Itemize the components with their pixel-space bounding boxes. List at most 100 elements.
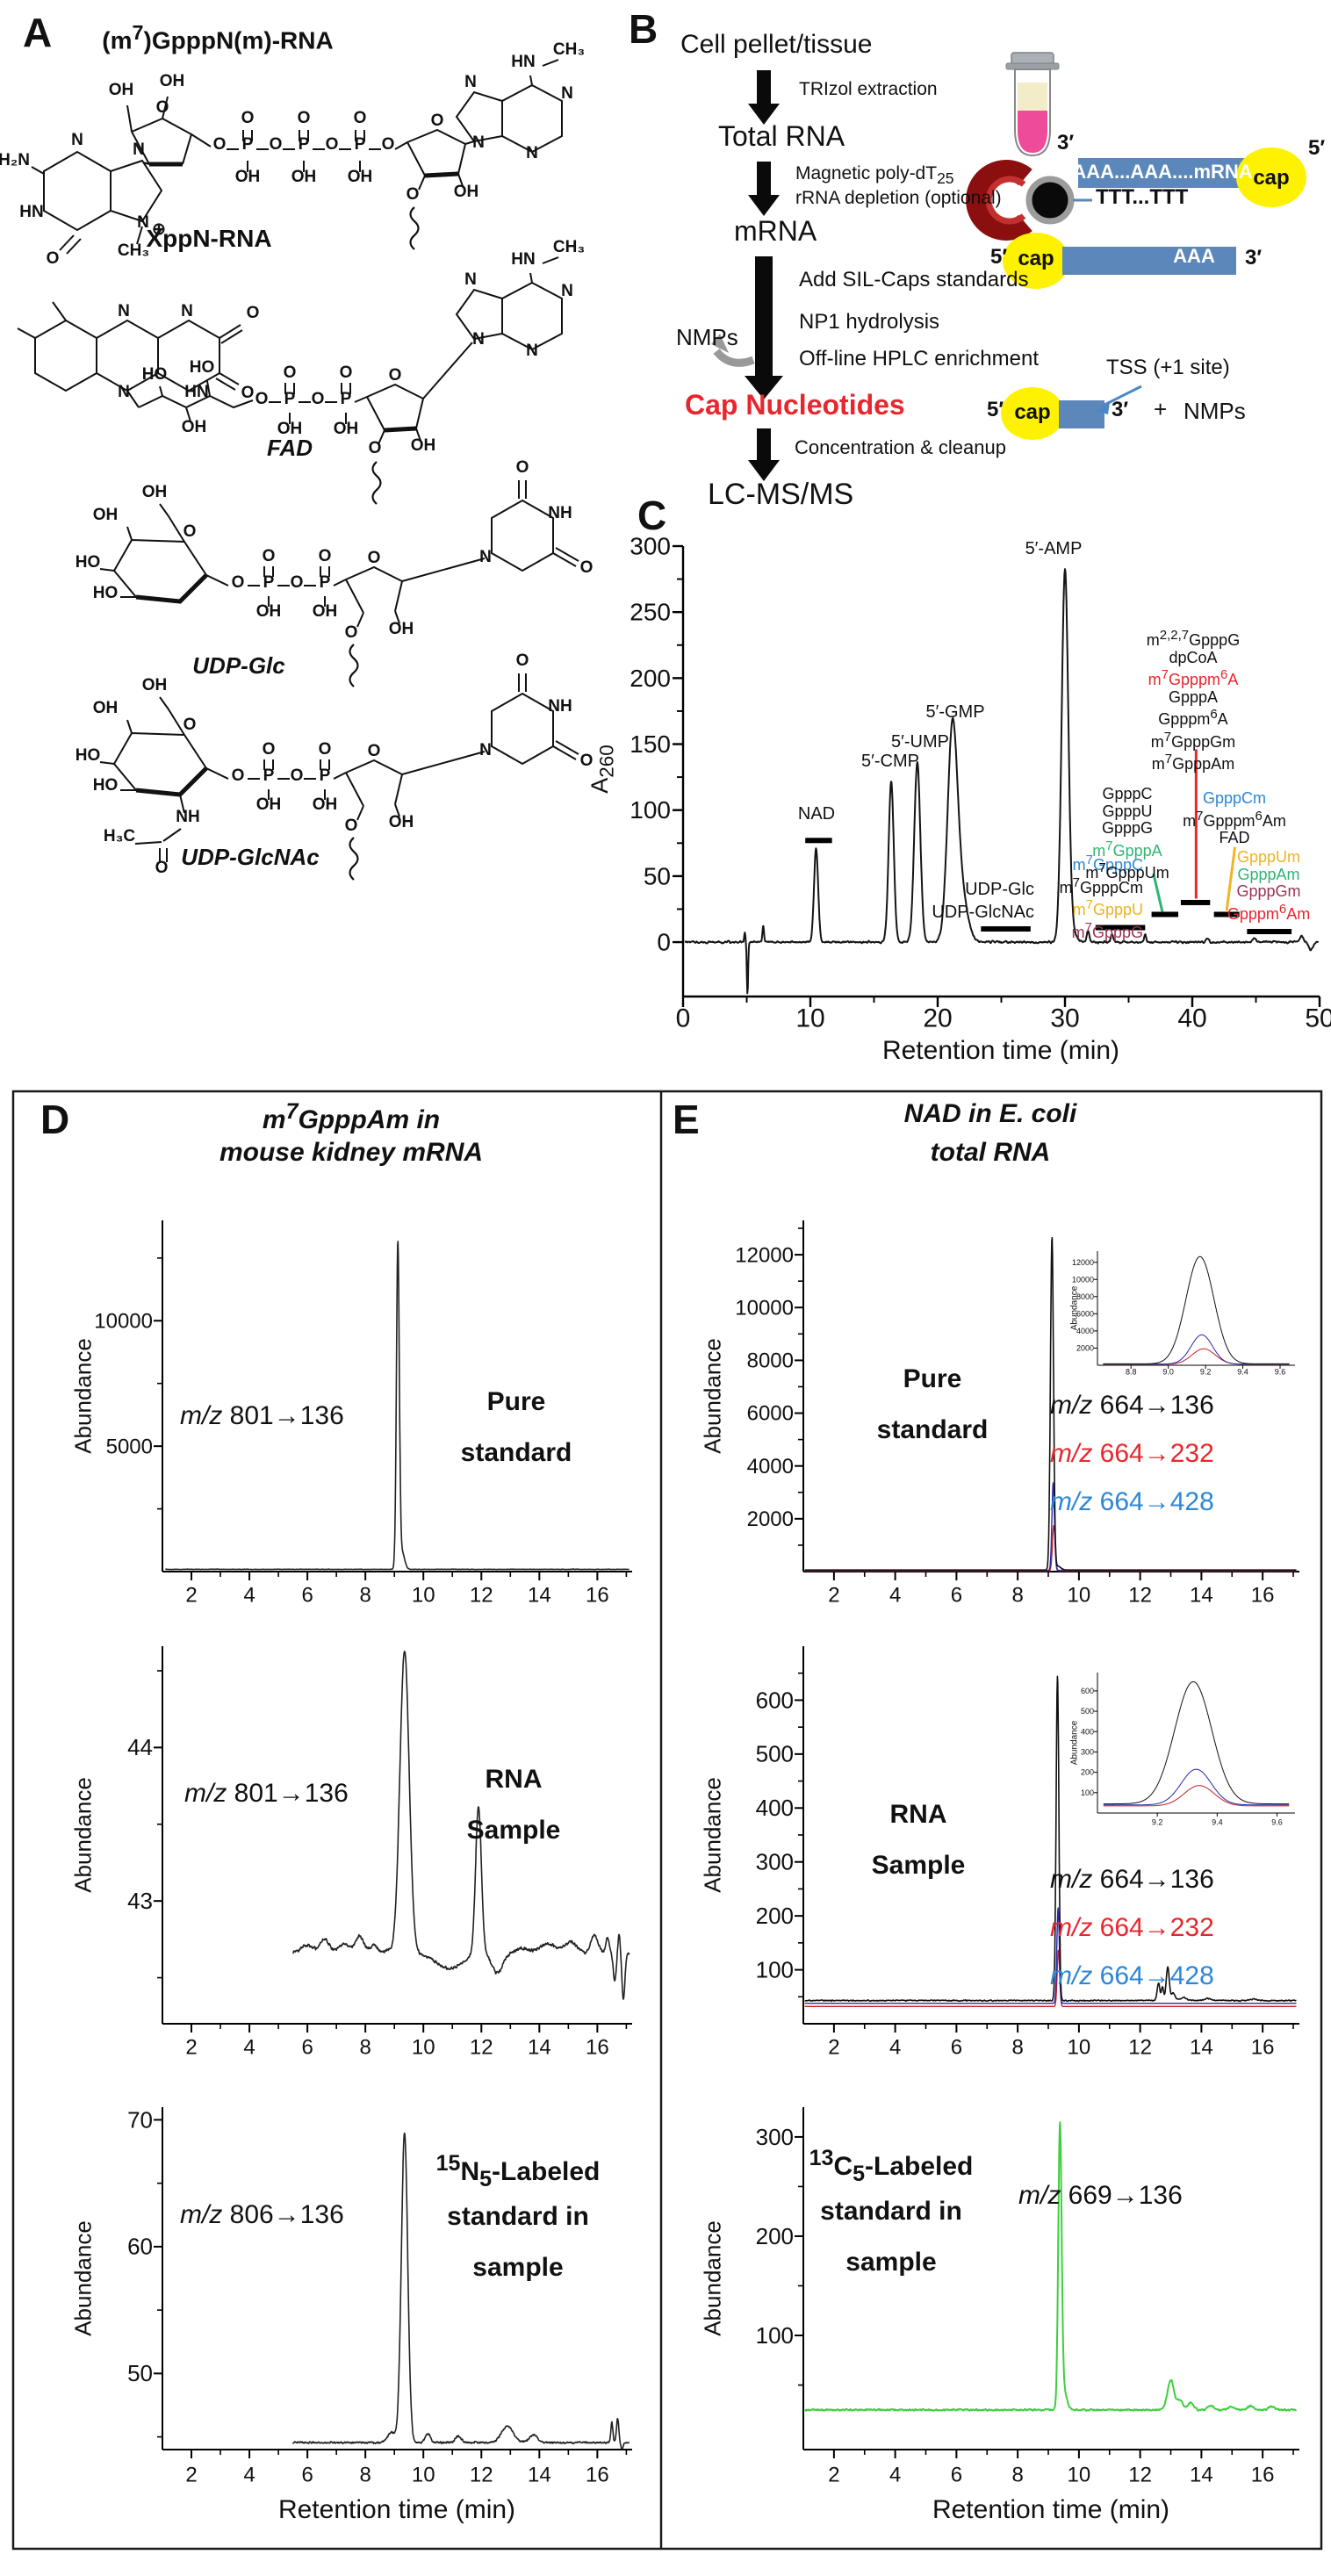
e1-inset-x-tick-label: 8.8 (1126, 1368, 1137, 1377)
d2-x-tick-label: 10 (412, 2035, 435, 2059)
atom-label-UDP-GlcNAc: O (263, 740, 276, 759)
down-arrow-icon (745, 256, 783, 399)
e3-x-tick-label: 4 (889, 2463, 901, 2486)
e2-y-tick-label: 300 (756, 1849, 794, 1875)
e3-mz-label: m/z 669→136 (1018, 2181, 1183, 2210)
atom-label-m7GpppNm-cap: O (354, 109, 367, 127)
atom-label-UDP-GlcNAc: NH (548, 697, 572, 716)
e-xlabel: Retention time (min) (932, 2495, 1170, 2524)
chrom-c-x-tick-label: 20 (923, 1004, 952, 1033)
chrom-c-y-tick-label: 0 (657, 929, 671, 956)
atom-label-UDP-Glc: O (291, 573, 304, 592)
chrom-c-retention-bar (1180, 899, 1211, 905)
annotation-line: m7GpppG (1071, 919, 1143, 941)
annotation-line: dpCoA (1169, 648, 1218, 666)
e1-legend-2: m/z 664→232 (1050, 1439, 1214, 1468)
atom-label-UDP-Glc: OH (389, 620, 414, 638)
annotation-line: FAD (1219, 829, 1250, 846)
atom-label-FAD: O (312, 390, 325, 408)
flow-step-cell-pellet: Cell pellet/tissue (680, 30, 873, 59)
frag-nmps: NMPs (1184, 398, 1246, 424)
chrom-c-x-tick-label: 40 (1177, 1004, 1206, 1033)
e2-x-tick-label: 6 (951, 2035, 962, 2059)
d2-mz-label: m/z 801→136 (184, 1779, 349, 1808)
flow-arrow-label-cleanup: Concentration & cleanup (795, 436, 1006, 458)
atom-label-UDP-GlcNAc: O (580, 752, 594, 770)
annotation-line: GpppC (1102, 785, 1153, 802)
e3-y-tick-label: 100 (756, 2322, 794, 2349)
panel-e-label: E (673, 1097, 700, 1142)
d3-x-tick-label: 4 (243, 2463, 255, 2486)
annotation-line: m7GpppCm (1059, 874, 1143, 896)
e2-y-tick-label: 100 (756, 1956, 794, 1982)
e2-inset-y-tick-label: 100 (1081, 1788, 1094, 1797)
peak-label-udpglcnac: UDP-GlcNAc (932, 903, 1034, 922)
atom-label-FAD: OH (277, 420, 303, 438)
atom-label-FAD: N (464, 270, 477, 289)
panel-b-label: B (629, 6, 658, 52)
tss-arrowhead (1096, 402, 1110, 414)
e3-x-tick-label: 10 (1068, 2463, 1091, 2486)
flow-arrow-label-hplc: Off-line HPLC enrichment (799, 347, 1039, 371)
atom-label-UDP-GlcNAc: NH (176, 808, 199, 826)
atom-label-FAD: HO (190, 358, 215, 377)
e2-inset-y-tick-label: 600 (1081, 1687, 1094, 1695)
atom-label-FAD: OH (411, 436, 436, 455)
chrom-c-leader-line (1225, 846, 1237, 911)
atom-label-UDP-Glc: OH (256, 602, 282, 621)
e2-trace-1 (804, 1907, 1297, 2004)
d1-mz-label: m/z 801→136 (180, 1401, 344, 1430)
d2-sample-label-2: Sample (466, 1816, 561, 1845)
e1-inset-y-tick-label: 8000 (1076, 1292, 1094, 1301)
sil-bar-5prime: 5′ (990, 245, 1008, 269)
annotation-group-1: m7GpppC m7GpppCm m7GpppU m7GpppG (1060, 852, 1143, 941)
chrom-c-x-tick-label: 0 (676, 1004, 691, 1033)
atom-label-UDP-Glc: O (183, 522, 197, 541)
peak-label-amp: 5′-AMP (1025, 539, 1083, 558)
atom-label-UDP-Glc: O (345, 623, 358, 642)
tss-arrow-icon (1102, 385, 1142, 407)
atom-label-FAD: O (241, 384, 255, 402)
atom-label-FAD: N (181, 302, 193, 320)
d3-sample-label-2: standard in (447, 2202, 589, 2231)
atom-label-UDP-Glc: O (516, 458, 529, 477)
atom-label-UDP-Glc: O (319, 547, 332, 565)
d3-x-tick-label: 8 (359, 2463, 371, 2486)
atom-label-UDP-GlcNAc: OH (313, 795, 338, 814)
d2-x-tick-label: 14 (528, 2035, 551, 2059)
annotation-line: GpppU (1102, 802, 1153, 820)
atom-label-UDP-GlcNAc: O (155, 859, 169, 877)
chrom-c-y-tick-label: 300 (630, 533, 671, 560)
atom-label-FAD: O (340, 363, 353, 382)
atom-label-UDP-GlcNAc: HO (93, 776, 119, 795)
atom-label-FAD: N (472, 330, 485, 349)
structure-udpglc-bonds (99, 480, 579, 687)
atom-label-FAD: HN (184, 383, 208, 401)
peak-label-nad: NAD (797, 804, 836, 824)
chrom-c-x-tick-label: 30 (1050, 1004, 1079, 1033)
mrna-bar-text: AAA...AAA....mRNA (1072, 161, 1253, 183)
e1-sample-label-1: Pure (903, 1364, 962, 1393)
d3-x-tick-label: 12 (470, 2463, 493, 2486)
panel-e-title-2: total RNA (930, 1138, 1051, 1167)
d-xlabel: Retention time (min) (277, 2495, 516, 2524)
e2-trace-0 (804, 1949, 1297, 2007)
e2-y-tick-label: 600 (756, 1687, 794, 1713)
atom-label-UDP-GlcNAc: P (263, 766, 275, 785)
flow-arrow-label-polydt: Magnetic poly-dT25 (795, 163, 954, 188)
panel-d-label: D (40, 1097, 70, 1142)
atom-label-FAD: N (118, 302, 130, 320)
d2-ylabel: Abundance (69, 1777, 97, 1893)
d2-x-tick-label: 6 (301, 2035, 313, 2059)
atom-label-UDP-Glc: OH (142, 483, 168, 501)
d1-x-tick-label: 10 (412, 1583, 435, 1607)
atom-label-UDP-GlcNAc: O (345, 817, 358, 835)
frag-plus: + (1154, 396, 1168, 422)
flow-arrow-label-sil: Add SIL-Caps standards (799, 268, 1029, 291)
e1-inset-y-tick-label: 10000 (1072, 1275, 1094, 1284)
d1-trace-0 (164, 1241, 630, 1571)
e1-x-tick-label: 16 (1251, 1583, 1275, 1607)
atom-label-UDP-GlcNAc: O (183, 716, 197, 734)
down-arrow-icon (748, 162, 780, 216)
